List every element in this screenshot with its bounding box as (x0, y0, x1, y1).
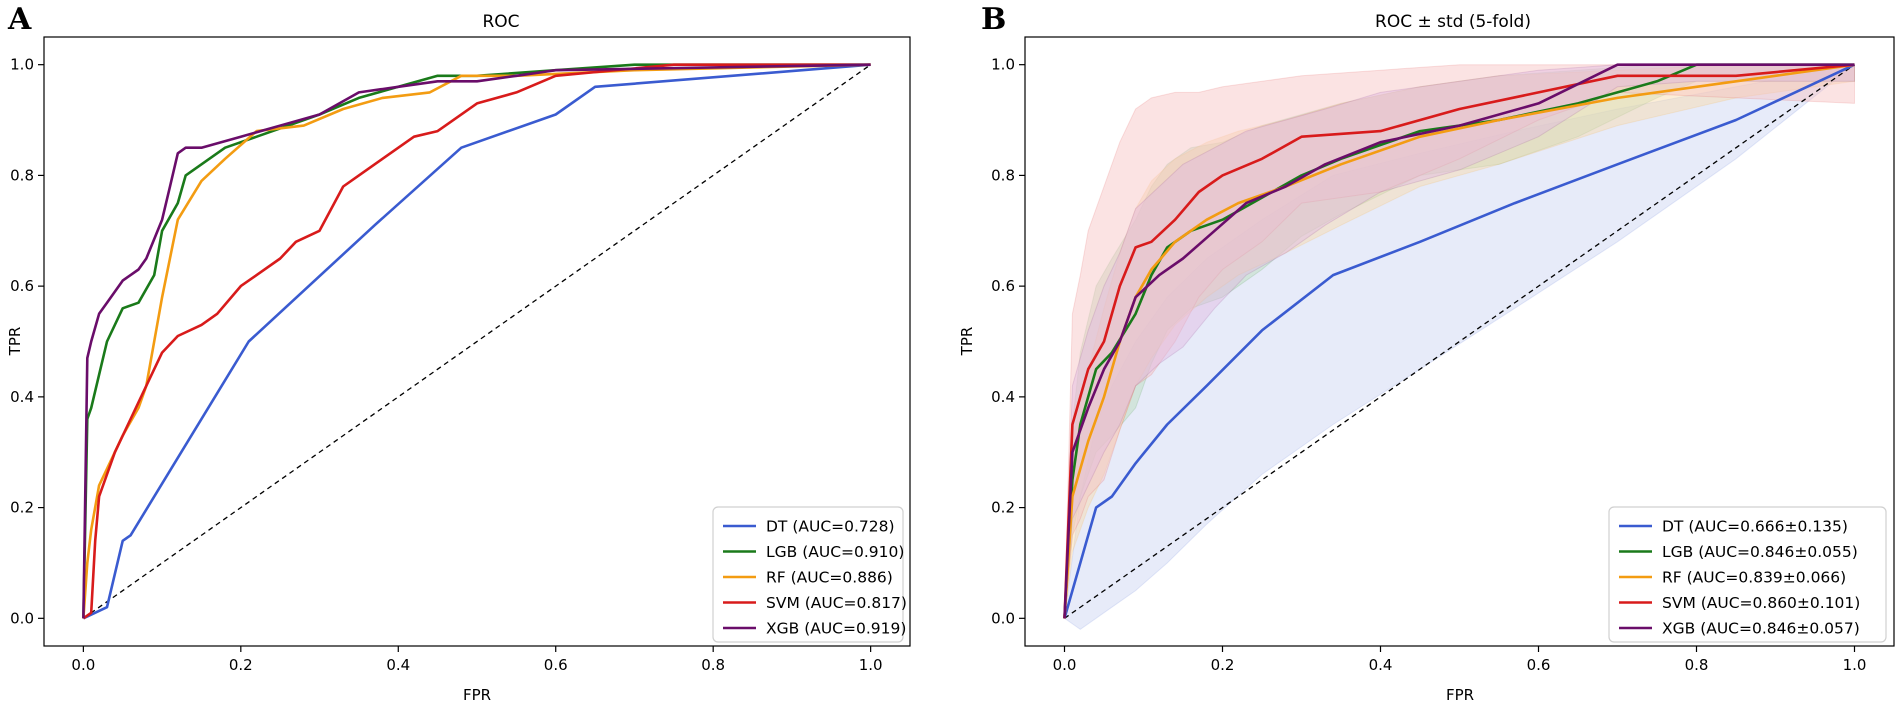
y-tick-label: 0.8 (991, 166, 1015, 184)
series-line-dt (1063, 63, 1856, 619)
x-axis-label-b: FPR (1446, 686, 1474, 704)
y-tick-label: 0.2 (10, 499, 34, 517)
series-line-xgb (82, 63, 871, 619)
panel-b: B ROC ± std (5-fold) 0.0 0.2 0.4 0.6 0.8 1.00… (958, 2, 1895, 704)
bands-b (1063, 64, 1855, 631)
legend-label-svm: SVM (AUC=0.860±0.101) (1662, 594, 1860, 612)
y-axis-label-a: TPR (6, 327, 24, 357)
legend-label-lgb: LGB (AUC=0.910) (766, 543, 904, 561)
legend-label-svm: SVM (AUC=0.817) (766, 594, 907, 612)
x-tick-label: 0.6 (544, 656, 568, 674)
std-band-rf (1064, 64, 1855, 619)
series-line-xgb (1063, 63, 1855, 619)
y-tick-label: 0.4 (991, 388, 1015, 406)
x-tick-label: 1.0 (1843, 656, 1867, 674)
x-tick-label: 0.2 (1211, 656, 1235, 674)
series-lines-a (82, 63, 871, 620)
legend-label-rf: RF (AUC=0.839±0.066) (1662, 569, 1846, 587)
chart-title-b: ROC ± std (5-fold) (1375, 12, 1531, 32)
series-line-lgb (82, 63, 871, 619)
x-tick-label: 0.8 (1685, 656, 1709, 674)
y-tick-label: 0.0 (10, 609, 34, 627)
x-tick-label: 0.4 (1369, 656, 1393, 674)
legend-label-dt: DT (AUC=0.666±0.135) (1662, 518, 1848, 536)
series-line-dt (82, 63, 871, 620)
series-line-rf (1063, 63, 1855, 619)
axes-frame-b (1024, 36, 1895, 647)
panel-letter-a: A (7, 2, 32, 37)
legend-label-xgb: XGB (AUC=0.919) (766, 620, 906, 638)
std-band-lgb (1064, 64, 1855, 619)
legend-label-xgb: XGB (AUC=0.846±0.057) (1662, 620, 1860, 638)
ticks-a: 0.0 0.2 0.4 0.6 0.8 1.0 0.0 0.2 0.4 0.6 0.8 1.0 (10, 56, 882, 674)
chance-diagonal-b (1064, 64, 1855, 619)
series-line-lgb (1063, 63, 1855, 619)
y-tick-label: 0.2 (991, 499, 1015, 517)
x-axis-label-a: FPR (463, 686, 491, 704)
chart-title-a: ROC (482, 12, 519, 32)
y-tick-label: 0.6 (10, 277, 34, 295)
std-band-svm (1064, 64, 1855, 619)
legend-b: DT (AUC=0.666±0.135) LGB (AUC=0.846±0.055… (1608, 506, 1887, 643)
y-tick-label: 0.6 (991, 277, 1015, 295)
series-line-svm (1063, 63, 1855, 619)
y-tick-label: 1.0 (991, 56, 1015, 74)
x-tick-label: 0.0 (71, 656, 95, 674)
x-tick-label: 0.2 (229, 656, 253, 674)
ticks-b: 0.0 0.2 0.4 0.6 0.8 1.0 0.0 0.2 0.4 0.6 0.8 1.0 (991, 56, 1866, 674)
legend-label-lgb: LGB (AUC=0.846±0.055) (1662, 543, 1858, 561)
series-line-svm (82, 63, 871, 620)
x-tick-label: 0.0 (1053, 656, 1077, 674)
legend-label-dt: DT (AUC=0.728) (766, 518, 895, 536)
x-tick-label: 0.6 (1527, 656, 1551, 674)
chance-diagonal-a (82, 64, 872, 619)
y-tick-label: 0.4 (10, 388, 34, 406)
x-tick-label: 0.4 (386, 656, 410, 674)
axes-frame-a (43, 36, 911, 647)
std-band-xgb (1064, 64, 1855, 619)
y-tick-label: 0.0 (991, 609, 1015, 627)
x-tick-label: 0.8 (701, 656, 725, 674)
legend-a: DT (AUC=0.728) LGB (AUC=0.910) RF (AUC=0.8… (712, 506, 907, 643)
panel-a: A ROC 0.0 0.2 0.4 0.6 0.8 1.0 0.0 0.2 0.4 0.6 0.8 1… (6, 2, 911, 704)
y-axis-label-b: TPR (958, 327, 976, 357)
y-tick-label: 1.0 (10, 56, 34, 74)
x-tick-label: 1.0 (859, 656, 883, 674)
legend-label-rf: RF (AUC=0.886) (766, 569, 893, 587)
legend-box-a (712, 506, 904, 643)
y-tick-label: 0.8 (10, 166, 34, 184)
series-lines-b (1063, 63, 1856, 619)
legend-box-b (1608, 506, 1887, 643)
panel-letter-b: B (981, 2, 1006, 37)
